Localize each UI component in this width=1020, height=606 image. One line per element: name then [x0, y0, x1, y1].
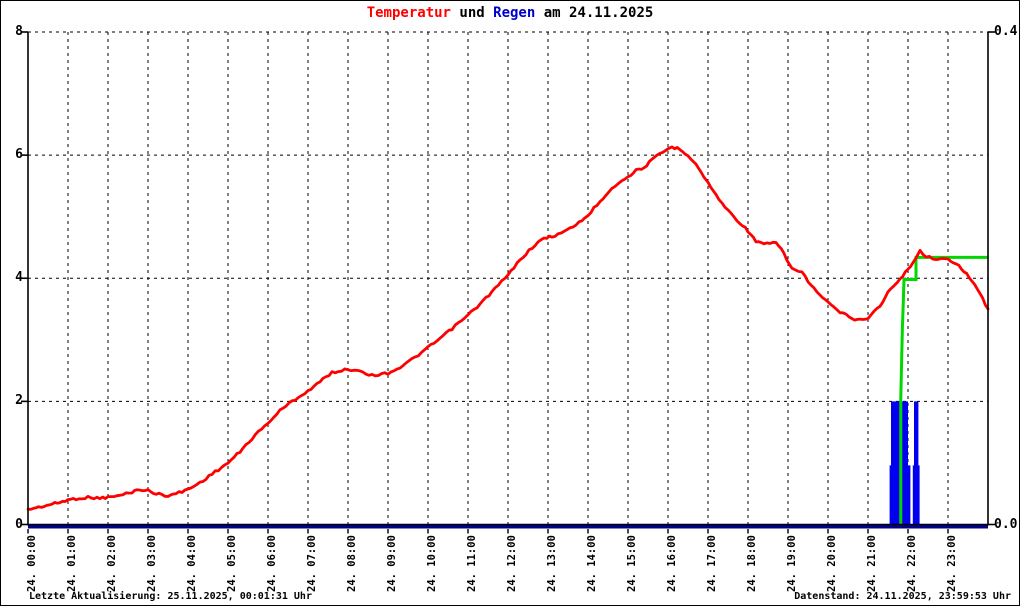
y-right-tick-label: 0.0: [994, 516, 1018, 532]
y-left-tick-label: 8: [15, 24, 23, 39]
x-tick-label: 24. 16:00: [666, 535, 678, 592]
x-tick-label: 24. 08:00: [346, 535, 358, 592]
x-tick-label: 24. 00:00: [26, 535, 38, 592]
x-tick-label: 24. 04:00: [186, 535, 198, 592]
x-tick-label: 24. 05:00: [226, 535, 238, 592]
temperature-line: [26, 145, 990, 511]
x-tick-label: 24. 11:00: [466, 535, 478, 592]
title-regen: Regen: [493, 5, 536, 21]
x-tick-label: 24. 07:00: [306, 535, 318, 592]
data-timestamp-text: Datenstand: 24.11.2025, 23:59:53 Uhr: [794, 591, 1011, 602]
title-und: und: [450, 5, 494, 21]
x-tick-label: 24. 10:00: [426, 535, 438, 592]
x-tick-label: 24. 20:00: [826, 535, 838, 592]
x-tick-label: 24. 03:00: [146, 535, 158, 592]
y-left-tick-label: 2: [15, 393, 23, 409]
x-tick-label: 24. 19:00: [786, 535, 798, 592]
x-tick-label: 24. 23:00: [946, 535, 958, 592]
x-tick-label: 24. 06:00: [266, 535, 278, 592]
last-update-text: Letzte Aktualisierung: 25.11.2025, 00:01…: [29, 591, 312, 602]
y-left-tick-label: 4: [15, 270, 23, 286]
x-tick-label: 24. 18:00: [746, 535, 758, 592]
x-tick-label: 24. 01:00: [66, 535, 78, 592]
y-right-tick-label: 0.4: [994, 24, 1018, 39]
x-tick-label: 24. 12:00: [506, 535, 518, 592]
y-left-tick-label: 0: [15, 516, 23, 532]
rain-baseline: [28, 525, 988, 529]
x-tick-label: 24. 14:00: [586, 535, 598, 592]
chart-title: Temperatur und Regen am 24.11.2025: [1, 5, 1019, 21]
rain-sum-line: [899, 255, 988, 525]
x-tick-label: 24. 22:00: [906, 535, 918, 592]
y-left-tick-label: 6: [15, 147, 23, 163]
title-temperatur: Temperatur: [366, 5, 451, 21]
x-tick-label: 24. 15:00: [626, 535, 638, 592]
x-tick-label: 24. 13:00: [546, 535, 558, 592]
x-tick-label: 24. 21:00: [866, 535, 878, 592]
x-tick-label: 24. 02:00: [106, 535, 118, 592]
rain-bar: [914, 401, 919, 525]
x-tick-label: 24. 17:00: [706, 535, 718, 592]
x-tick-label: 24. 09:00: [386, 535, 398, 592]
title-date: am 24.11.2025: [535, 5, 654, 21]
